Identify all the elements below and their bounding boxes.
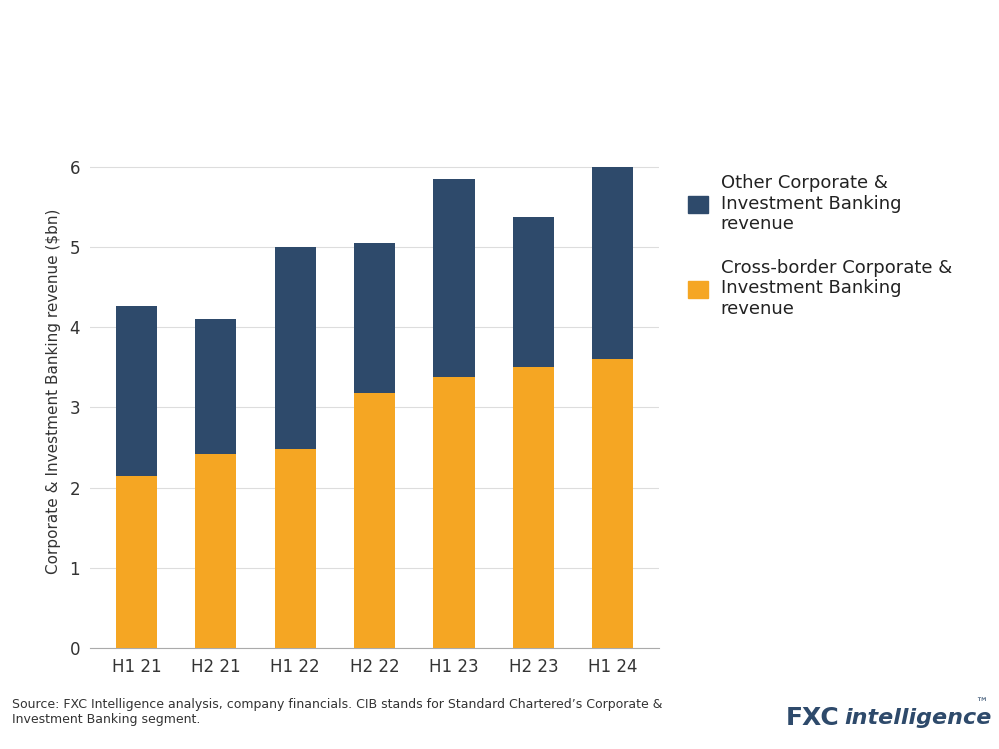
Y-axis label: Corporate & Investment Banking revenue ($bn): Corporate & Investment Banking revenue (… bbox=[46, 209, 61, 574]
Bar bbox=[195, 454, 237, 648]
Bar bbox=[354, 393, 396, 648]
Text: intelligence: intelligence bbox=[845, 708, 992, 728]
Text: Cross-border is key to Standard Chartered’s CIB revenue: Cross-border is key to Standard Chartere… bbox=[16, 25, 951, 53]
Text: Source: FXC Intelligence analysis, company financials. CIB stands for Standard C: Source: FXC Intelligence analysis, compa… bbox=[12, 698, 662, 726]
Bar bbox=[116, 306, 157, 476]
Text: FXC: FXC bbox=[785, 706, 839, 730]
Bar bbox=[275, 247, 316, 449]
Bar bbox=[275, 449, 316, 648]
Bar bbox=[512, 216, 554, 367]
Text: Cross-border Corporate & Investment Banking revenue at Standard Chartered: Cross-border Corporate & Investment Bank… bbox=[16, 82, 720, 100]
Legend: Other Corporate &
Investment Banking
revenue, Cross-border Corporate &
Investmen: Other Corporate & Investment Banking rev… bbox=[688, 174, 952, 318]
Bar bbox=[434, 179, 475, 377]
Bar bbox=[195, 319, 237, 454]
Bar bbox=[592, 167, 633, 360]
Bar bbox=[354, 243, 396, 393]
Bar bbox=[116, 476, 157, 648]
Bar bbox=[592, 360, 633, 648]
Text: ™: ™ bbox=[975, 697, 987, 710]
Bar bbox=[512, 367, 554, 648]
Bar bbox=[434, 377, 475, 648]
